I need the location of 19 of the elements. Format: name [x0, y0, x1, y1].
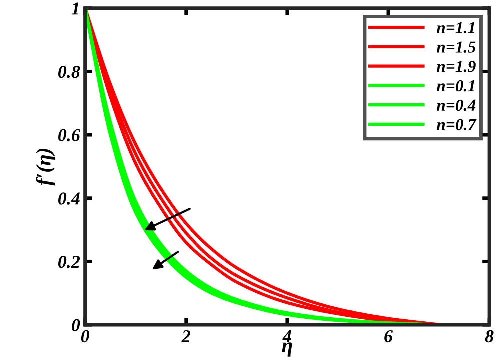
legend-label: n=0.7 [436, 119, 477, 131]
legend-label: n=0.4 [436, 100, 476, 112]
y-tick-label: 0.4 [58, 192, 80, 205]
x-tick-label: 8 [485, 330, 494, 343]
x-axis-title: η [282, 342, 292, 357]
x-tick-label: 6 [384, 330, 394, 343]
x-tick-label: 0 [81, 330, 90, 343]
legend-label: n=1.5 [436, 42, 476, 53]
x-tick-label: 2 [182, 330, 190, 342]
legend-label: n=1.9 [436, 61, 476, 72]
y-tick-label: 1 [72, 2, 79, 15]
y-tick-label: 0 [72, 319, 80, 332]
y-tick-label: 0.2 [58, 256, 80, 268]
y-tick-label: 0.6 [58, 129, 80, 142]
x-tick-label: 4 [282, 330, 292, 342]
legend-label: n=0.1 [436, 80, 475, 92]
y-axis-title: f′(η) [36, 148, 56, 186]
legend-label: n=1.1 [436, 22, 475, 34]
y-tick-label: 0.8 [58, 66, 80, 78]
